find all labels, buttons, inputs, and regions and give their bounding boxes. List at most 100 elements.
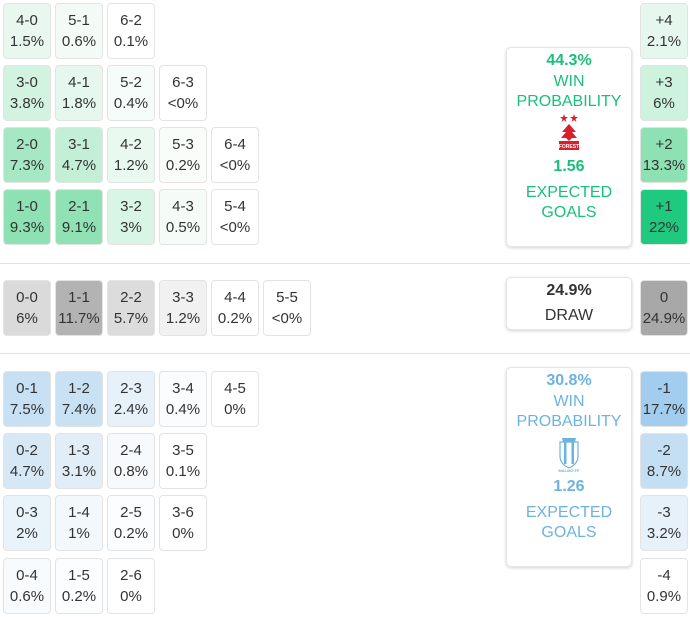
- scoreline-cell: 4-4 0.2%: [211, 280, 259, 336]
- goal-margin-label: +4: [655, 12, 673, 29]
- scoreline-label: 5-2: [120, 74, 142, 91]
- scoreline-cell: 2-3 2.4%: [107, 371, 155, 427]
- goal-margin-cell: +2 13.3%: [640, 127, 688, 183]
- scoreline-cell: 5-3 0.2%: [159, 127, 207, 183]
- scoreline-label: 4-1: [68, 74, 90, 91]
- scoreline-label: 3-5: [172, 442, 194, 459]
- probability-value: 11.7%: [58, 310, 100, 327]
- scoreline-label: 2-4: [120, 442, 142, 459]
- scoreline-label: 1-5: [68, 567, 90, 584]
- scoreline-cell: 1-5 0.2%: [55, 558, 103, 614]
- probability-value: 6%: [16, 310, 38, 327]
- probability-value: 0%: [224, 401, 246, 418]
- scoreline-cell: 4-2 1.2%: [107, 127, 155, 183]
- scoreline-cell: 3-4 0.4%: [159, 371, 207, 427]
- goal-margin-label: -2: [657, 442, 671, 459]
- goal-margin-cell: -1 17.7%: [640, 371, 688, 427]
- probability-value: 0.2%: [61, 588, 97, 605]
- goal-margin-cell: +1 22%: [640, 189, 688, 245]
- nottingham-forest-crest-icon: FOREST: [559, 114, 579, 150]
- goal-margin-cell: -2 8.7%: [640, 433, 688, 489]
- section-divider: [0, 263, 690, 264]
- home-win-label: WIN: [553, 73, 585, 90]
- probability-value: 4.7%: [9, 463, 45, 480]
- scoreline-cell: 4-1 1.8%: [55, 65, 103, 121]
- scoreline-label: 6-3: [172, 74, 194, 91]
- probability-value: 0.6%: [9, 588, 45, 605]
- scoreline-cell: 2-6 0%: [107, 558, 155, 614]
- scoreline-cell: 4-0 1.5%: [3, 3, 51, 59]
- scoreline-label: 0-4: [16, 567, 38, 584]
- scoreline-cell: 3-3 1.2%: [159, 280, 207, 336]
- scoreline-label: 0-0: [16, 289, 38, 306]
- scoreline-label: 4-0: [16, 12, 38, 29]
- goal-margin-cell: +3 6%: [640, 65, 688, 121]
- goal-margin-cell: -3 3.2%: [640, 495, 688, 551]
- probability-value: 17.7%: [642, 401, 686, 418]
- probability-value: 8.7%: [646, 463, 682, 480]
- scoreline-label: 4-4: [224, 289, 246, 306]
- home-expected-goals-value: 1.56: [553, 158, 585, 175]
- scoreline-cell: 5-5 <0%: [263, 280, 311, 336]
- scoreline-label: 4-5: [224, 380, 246, 397]
- scoreline-cell: 3-5 0.1%: [159, 433, 207, 489]
- home-goals-label: GOALS: [541, 204, 597, 221]
- scoreline-label: 6-2: [120, 12, 142, 29]
- scoreline-cell: 4-5 0%: [211, 371, 259, 427]
- scoreline-label: 3-6: [172, 504, 194, 521]
- scoreline-label: 0-2: [16, 442, 38, 459]
- probability-value: 2%: [16, 525, 38, 542]
- scoreline-label: 0-3: [16, 504, 38, 521]
- scoreline-label: 2-0: [16, 136, 38, 153]
- scoreline-label: 1-3: [68, 442, 90, 459]
- scoreline-cell: 5-4 <0%: [211, 189, 259, 245]
- away-probability-label: PROBABILITY: [516, 413, 622, 430]
- scoreline-cell: 3-6 0%: [159, 495, 207, 551]
- probability-value: <0%: [271, 310, 303, 327]
- probability-value: 1.2%: [165, 310, 201, 327]
- probability-value: 0.5%: [165, 219, 201, 236]
- goal-margin-label: +3: [655, 74, 673, 91]
- probability-value: 0.1%: [165, 463, 201, 480]
- scoreline-label: 1-0: [16, 198, 38, 215]
- goal-margin-cell: 0 24.9%: [640, 280, 688, 336]
- scoreline-cell: 0-0 6%: [3, 280, 51, 336]
- malmo-ff-crest-icon: MALMÖ FF: [558, 438, 580, 473]
- scoreline-label: 5-5: [276, 289, 298, 306]
- scoreline-label: 3-0: [16, 74, 38, 91]
- scoreline-label: 3-2: [120, 198, 142, 215]
- probability-value: 0%: [172, 525, 194, 542]
- scoreline-cell: 3-1 4.7%: [55, 127, 103, 183]
- scoreline-label: 1-4: [68, 504, 90, 521]
- probability-value: 1.8%: [61, 95, 97, 112]
- probability-value: 22%: [648, 219, 680, 236]
- scoreline-cell: 6-3 <0%: [159, 65, 207, 121]
- scoreline-label: 2-2: [120, 289, 142, 306]
- scoreline-label: 6-4: [224, 136, 246, 153]
- scoreline-cell: 5-2 0.4%: [107, 65, 155, 121]
- scoreline-cell: 3-0 3.8%: [3, 65, 51, 121]
- probability-value: 2.1%: [646, 33, 682, 50]
- home-win-summary-card: 44.3% WIN PROBABILITY FOREST 1.56 EXPECT…: [506, 47, 632, 247]
- scoreline-cell: 2-4 0.8%: [107, 433, 155, 489]
- scoreline-label: 5-3: [172, 136, 194, 153]
- scoreline-label: 2-1: [68, 198, 90, 215]
- probability-value: 9.1%: [61, 219, 97, 236]
- draw-summary-card: 24.9% DRAW: [506, 277, 632, 330]
- probability-value: 3.8%: [9, 95, 45, 112]
- home-expected-label: EXPECTED: [525, 184, 613, 201]
- away-win-probability-value: 30.8%: [546, 372, 592, 389]
- scoreline-label: 1-2: [68, 380, 90, 397]
- away-win-label: WIN: [553, 393, 585, 410]
- probability-value: 7.5%: [9, 401, 45, 418]
- probability-value: 6%: [653, 95, 675, 112]
- goal-margin-label: -1: [657, 380, 671, 397]
- away-goals-label: GOALS: [541, 524, 597, 541]
- scoreline-cell: 0-3 2%: [3, 495, 51, 551]
- probability-value: 0.1%: [113, 33, 149, 50]
- probability-value: 1.2%: [113, 157, 149, 174]
- draw-probability-value: 24.9%: [546, 282, 592, 299]
- scoreline-cell: 1-1 11.7%: [55, 280, 103, 336]
- probability-value: <0%: [219, 219, 251, 236]
- scoreline-cell: 0-2 4.7%: [3, 433, 51, 489]
